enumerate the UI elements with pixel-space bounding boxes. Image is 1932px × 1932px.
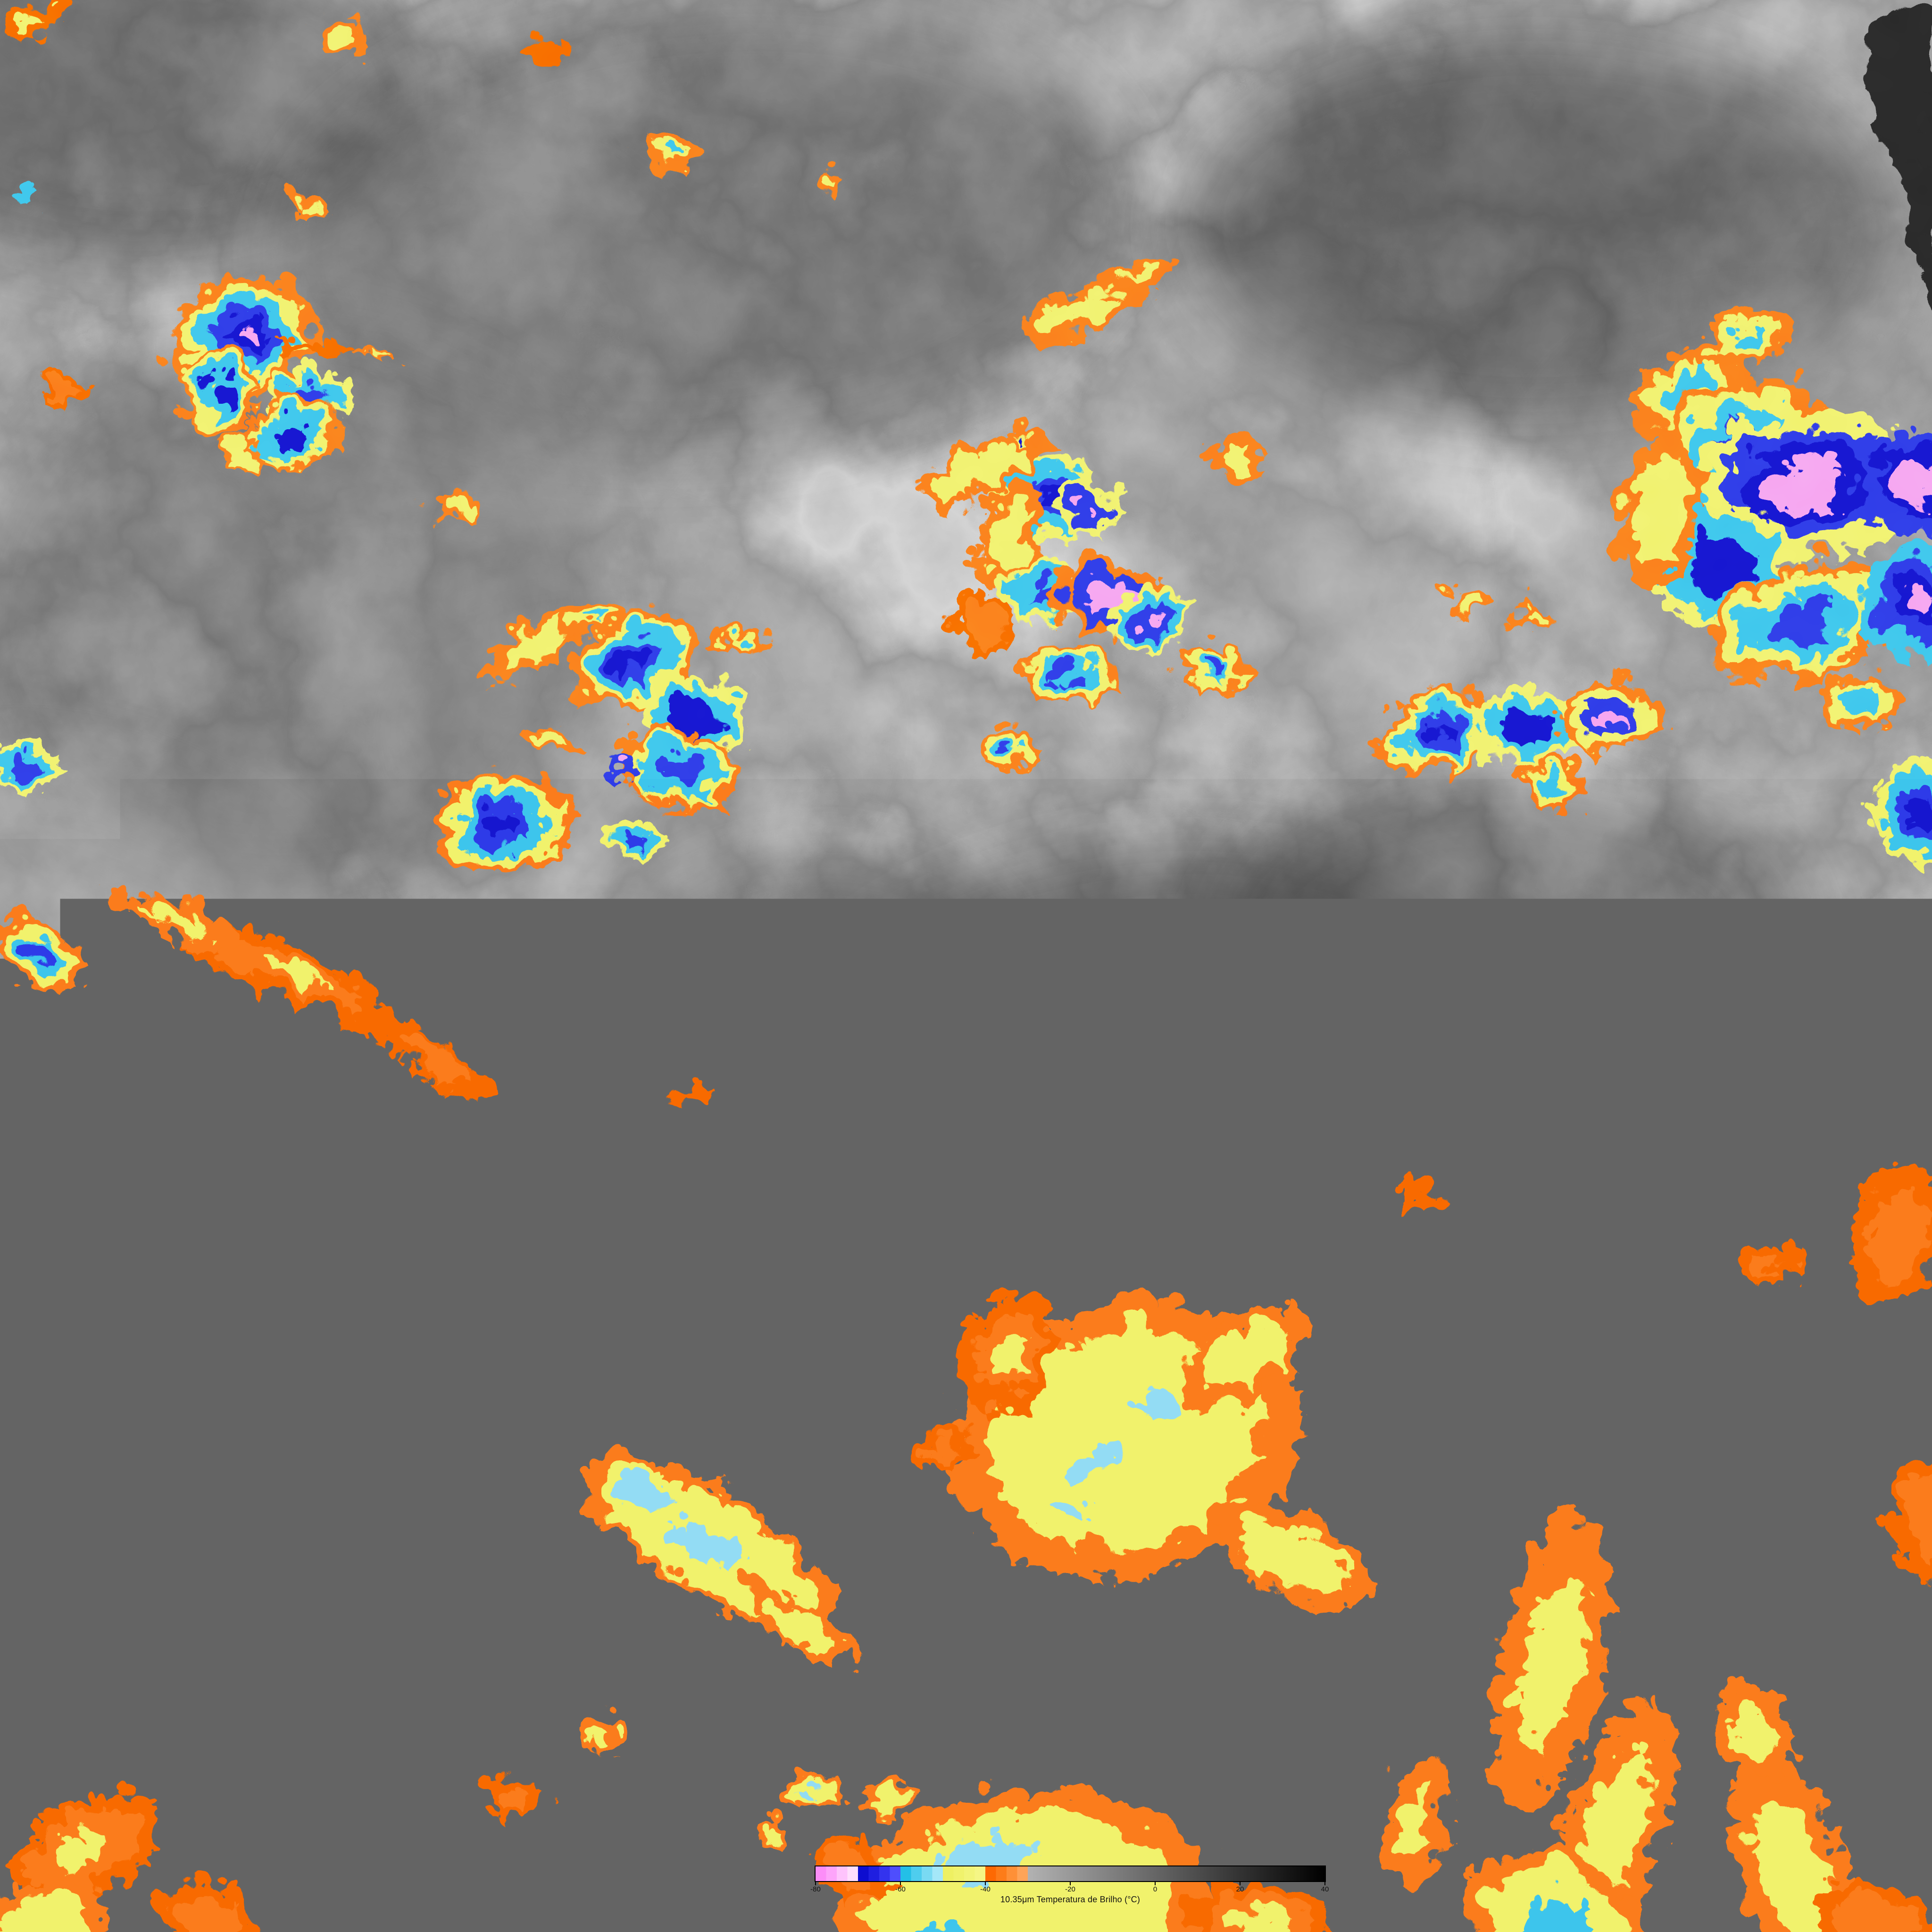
colorbar-segment	[816, 1866, 858, 1881]
colorbar-tick	[985, 1882, 986, 1885]
colorbar-segment	[1028, 1866, 1325, 1881]
colorbar-segment	[985, 1866, 1028, 1881]
colorbar-tick-label: -20	[1065, 1886, 1075, 1893]
colorbar-tick	[1155, 1882, 1156, 1885]
satellite-scene	[0, 0, 1932, 1932]
colorbar-segment	[943, 1866, 985, 1881]
colorbar-tick	[1240, 1882, 1241, 1885]
colorbar-tick	[815, 1882, 816, 1885]
colorbar-tick-label: 20	[1236, 1886, 1244, 1893]
colorbar: -80-60-40-2002040 10.35μm Temperatura de…	[815, 1865, 1326, 1882]
colorbar-tick-label: -40	[980, 1886, 991, 1893]
colorbar-tick-label: -80	[810, 1886, 821, 1893]
colorbar-tick-label: -60	[895, 1886, 906, 1893]
colorbar-title: 10.35μm Temperatura de Brilho (°C)	[1000, 1895, 1140, 1904]
colorbar-segment	[900, 1866, 943, 1881]
colorbar-tick-label: 0	[1153, 1886, 1157, 1893]
satellite-ir-image: -80 -60 -40 -20 0 20 40 10.35μm Temperatura de…	[0, 0, 1932, 1932]
colorbar-tick	[1324, 1882, 1325, 1885]
colorbar-segment	[858, 1866, 900, 1881]
colorbar-gradient-bar	[815, 1865, 1326, 1882]
colorbar-tick	[1070, 1882, 1071, 1885]
grain-texture	[0, 0, 1932, 1932]
colorbar-tick	[900, 1882, 901, 1885]
colorbar-tick-label: 40	[1321, 1886, 1329, 1893]
